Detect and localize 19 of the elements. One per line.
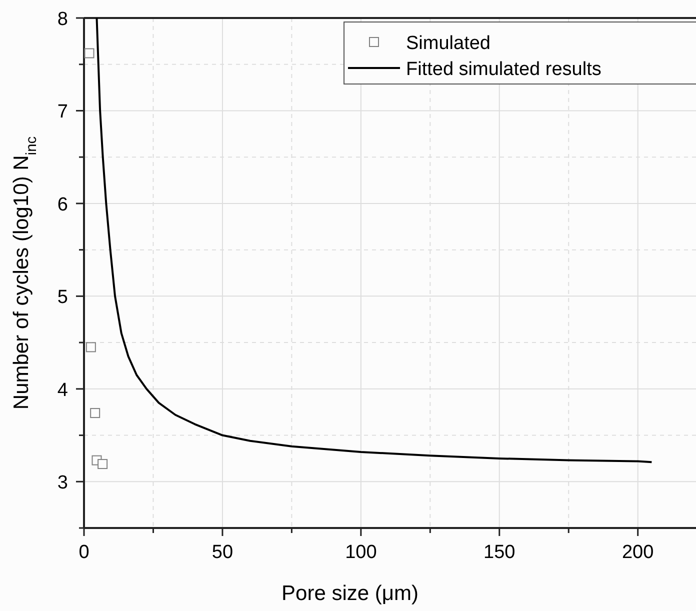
y-tick-label: 7 [57,102,68,123]
x-tick-label: 150 [484,542,516,563]
x-axis-title: Pore size (μm) [282,582,418,605]
x-tick-label: 200 [622,542,654,563]
y-tick-label: 3 [57,472,68,494]
point [86,342,96,352]
legend-label: Fitted simulated results [406,59,602,80]
legend-label: Simulated [406,33,490,54]
y-tick-label: 6 [57,194,68,216]
x-tick-label: 50 [212,542,234,563]
y-tick-label: 5 [57,287,68,308]
point [84,48,94,58]
y-tick-label: 8 [57,9,68,30]
line-series [96,17,653,464]
point [90,408,100,418]
y-tick-label: 4 [57,380,68,401]
x-tick-label: 0 [78,542,90,563]
x-tick-label: 100 [345,542,377,563]
point [98,459,108,470]
